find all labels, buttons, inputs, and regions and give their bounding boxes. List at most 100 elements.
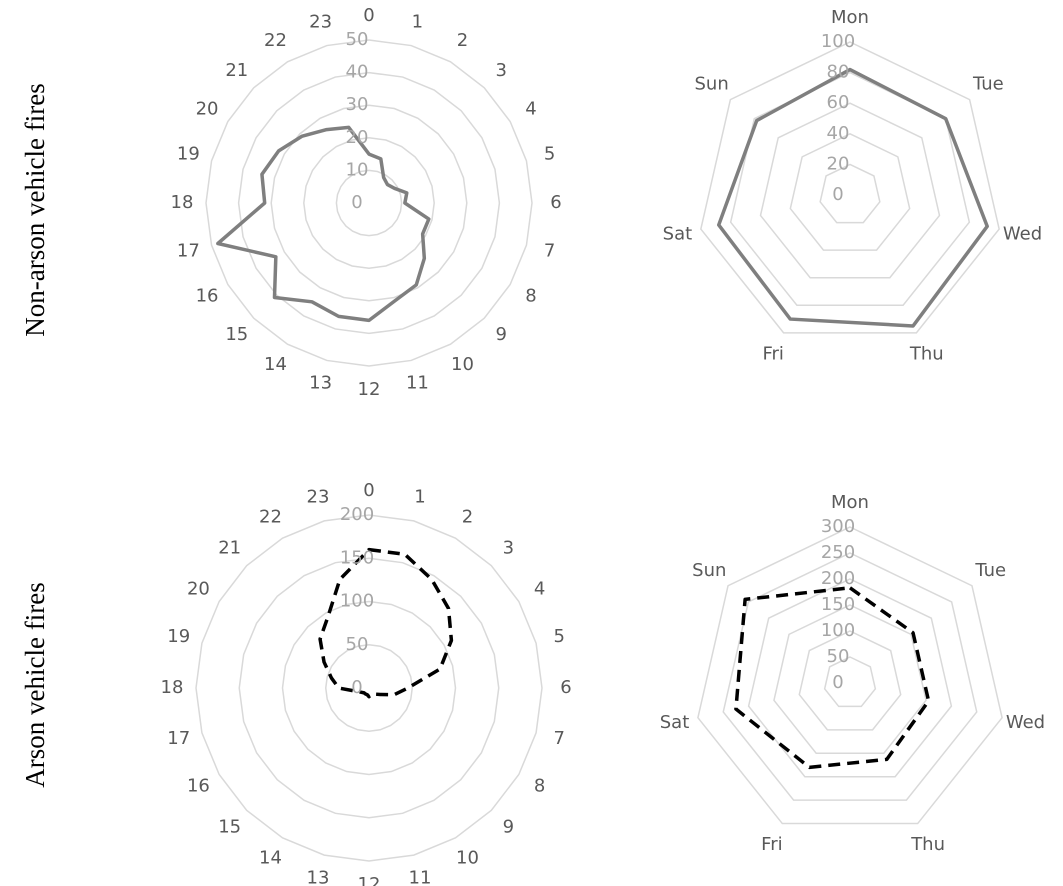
radar-chart: 0 123456789101112131415161718192021222301… [20, 5, 562, 400]
radar-chart: Mon Tue Wed Thu Fri Sat Sun 0 50 100 150 200 250 300 [660, 492, 1045, 855]
data-line [716, 67, 989, 328]
grid-line [798, 630, 902, 731]
category-label: 13 [307, 867, 330, 886]
tick-label: 50 [346, 29, 369, 50]
category-label: 21 [218, 538, 241, 559]
tick-label: 80 [827, 62, 850, 83]
category-label: 17 [167, 728, 190, 749]
category-label: 3 [503, 538, 514, 559]
tick-label: 50 [346, 634, 369, 655]
category-label: 6 [560, 677, 571, 698]
grid-line [303, 137, 435, 269]
tick-label: 200 [821, 568, 855, 589]
category-label: Mon [831, 7, 869, 28]
category-label: 0 [363, 480, 374, 501]
tick-label: 150 [340, 547, 374, 568]
category-label: 19 [177, 144, 200, 165]
tick-label: 0 [832, 184, 843, 205]
tick-label: 20 [827, 153, 850, 174]
grid-line [700, 41, 1000, 334]
category-label: Sat [660, 712, 690, 733]
category-label: 4 [534, 579, 545, 600]
category-label: 18 [171, 192, 194, 213]
category-label: 20 [187, 579, 210, 600]
category-label: Sun [692, 560, 726, 581]
tick-label: 50 [827, 646, 850, 667]
category-label: 14 [264, 354, 287, 375]
grid-line [324, 643, 414, 733]
category-label: 11 [406, 373, 429, 394]
category-label: Wed [1006, 712, 1045, 733]
grid-line [823, 656, 877, 708]
category-label: 8 [534, 776, 545, 797]
category-label: Thu [910, 834, 945, 855]
category-label: Fri [762, 343, 783, 364]
category-label: 3 [496, 60, 507, 81]
tick-label: 40 [346, 62, 369, 83]
category-label: 22 [264, 30, 287, 51]
grid-line [281, 600, 457, 776]
grid-line [270, 104, 468, 302]
category-label: 23 [307, 487, 330, 508]
tick-label: 0 [832, 672, 843, 693]
category-label: 4 [525, 99, 536, 120]
category-label: 5 [554, 626, 565, 647]
category-label: 1 [414, 487, 425, 508]
category-label: 21 [225, 60, 248, 81]
tick-label: 100 [821, 620, 855, 641]
row-label: Non-arson vehicle fires [20, 83, 50, 336]
tick-label: 300 [821, 516, 855, 537]
data-line [734, 586, 931, 770]
tick-label: 20 [346, 127, 369, 148]
category-label: 9 [496, 324, 507, 345]
category-label: 22 [259, 506, 282, 527]
grid-line [195, 514, 543, 862]
category-label: 6 [550, 192, 561, 213]
category-label: 20 [196, 99, 219, 120]
tick-label: 150 [821, 594, 855, 615]
category-label: 7 [554, 728, 565, 749]
category-label: Tue [974, 560, 1006, 581]
category-label: 11 [409, 867, 432, 886]
tick-label: 40 [827, 123, 850, 144]
category-label: Wed [1003, 223, 1042, 244]
category-label: 2 [462, 506, 473, 527]
category-label: Tue [972, 74, 1004, 95]
category-label: Thu [909, 343, 944, 364]
category-label: 14 [259, 848, 282, 869]
category-label: 10 [456, 848, 479, 869]
category-label: 5 [544, 144, 555, 165]
radar-chart: Mon Tue Wed Thu Fri Sat Sun 0 20 40 60 80 100 [663, 7, 1043, 364]
category-label: 18 [161, 677, 184, 698]
category-label: 15 [218, 816, 241, 837]
category-label: 12 [358, 379, 381, 400]
category-label: 19 [167, 626, 190, 647]
category-label: 0 [363, 5, 374, 26]
tick-label: 60 [827, 92, 850, 113]
grid-line [335, 169, 403, 237]
category-label: 16 [187, 776, 210, 797]
grid-line [789, 132, 911, 251]
tick-label: 100 [821, 31, 855, 52]
radar-chart: 0 123456789101112131415161718192021222305… [20, 480, 572, 886]
grid-line [205, 39, 533, 367]
grid-line [697, 526, 1003, 825]
tick-label: 30 [346, 94, 369, 115]
tick-label: 250 [821, 542, 855, 563]
grid-line [747, 578, 953, 778]
category-label: Mon [831, 492, 869, 513]
category-label: Sat [663, 223, 693, 244]
tick-label: 100 [340, 591, 374, 612]
category-label: 23 [309, 11, 332, 32]
category-label: 15 [225, 324, 248, 345]
row-label: Arson vehicle fires [20, 582, 50, 787]
tick-label: 0 [351, 192, 362, 213]
grid-line [237, 71, 501, 335]
tick-label: 200 [340, 504, 374, 525]
category-label: 17 [177, 240, 200, 261]
category-label: Sun [694, 74, 728, 95]
category-label: 10 [451, 354, 474, 375]
data-line [318, 547, 454, 699]
grid-line [238, 557, 500, 819]
tick-label: 0 [351, 677, 362, 698]
